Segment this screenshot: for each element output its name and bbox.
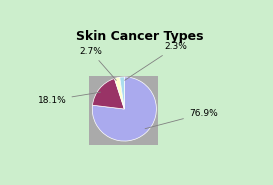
Text: 2.3%: 2.3% <box>125 42 187 80</box>
Text: 18.1%: 18.1% <box>38 92 100 105</box>
Text: 2.7%: 2.7% <box>79 47 116 80</box>
Wedge shape <box>114 77 124 109</box>
FancyBboxPatch shape <box>89 76 158 145</box>
Wedge shape <box>93 78 124 109</box>
Wedge shape <box>92 77 156 141</box>
Wedge shape <box>120 77 124 109</box>
Text: Skin Cancer Types: Skin Cancer Types <box>76 30 204 43</box>
Text: 76.9%: 76.9% <box>145 109 218 129</box>
